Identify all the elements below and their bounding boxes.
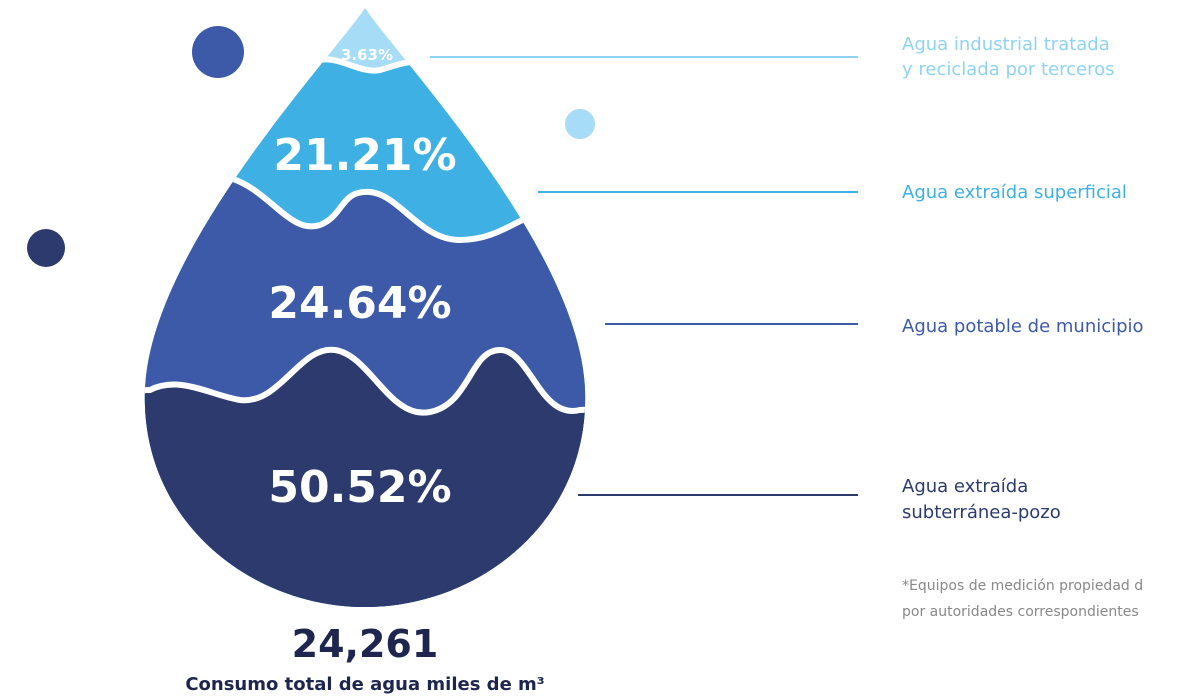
value-label: 50.52%	[268, 462, 451, 513]
total-caption: Consumo total de agua miles de m³	[185, 674, 544, 695]
label: Agua potable de municipio	[902, 316, 1144, 337]
drop	[0, 0, 700, 698]
value-label: 3.63%	[341, 46, 393, 64]
dot	[27, 229, 65, 267]
dot	[565, 109, 595, 139]
dot	[192, 26, 244, 78]
total: 24,261	[292, 622, 439, 666]
value-label: 24.64%	[268, 278, 451, 329]
label: Agua extraída superficial	[902, 182, 1127, 203]
infographic: 3.63% 21.21% 24.64% 50.52% Agua industri…	[0, 0, 1201, 698]
page: 3.63% 21.21% 24.64% 50.52% Agua industri…	[0, 0, 1201, 698]
value-label: 21.21%	[273, 130, 456, 181]
